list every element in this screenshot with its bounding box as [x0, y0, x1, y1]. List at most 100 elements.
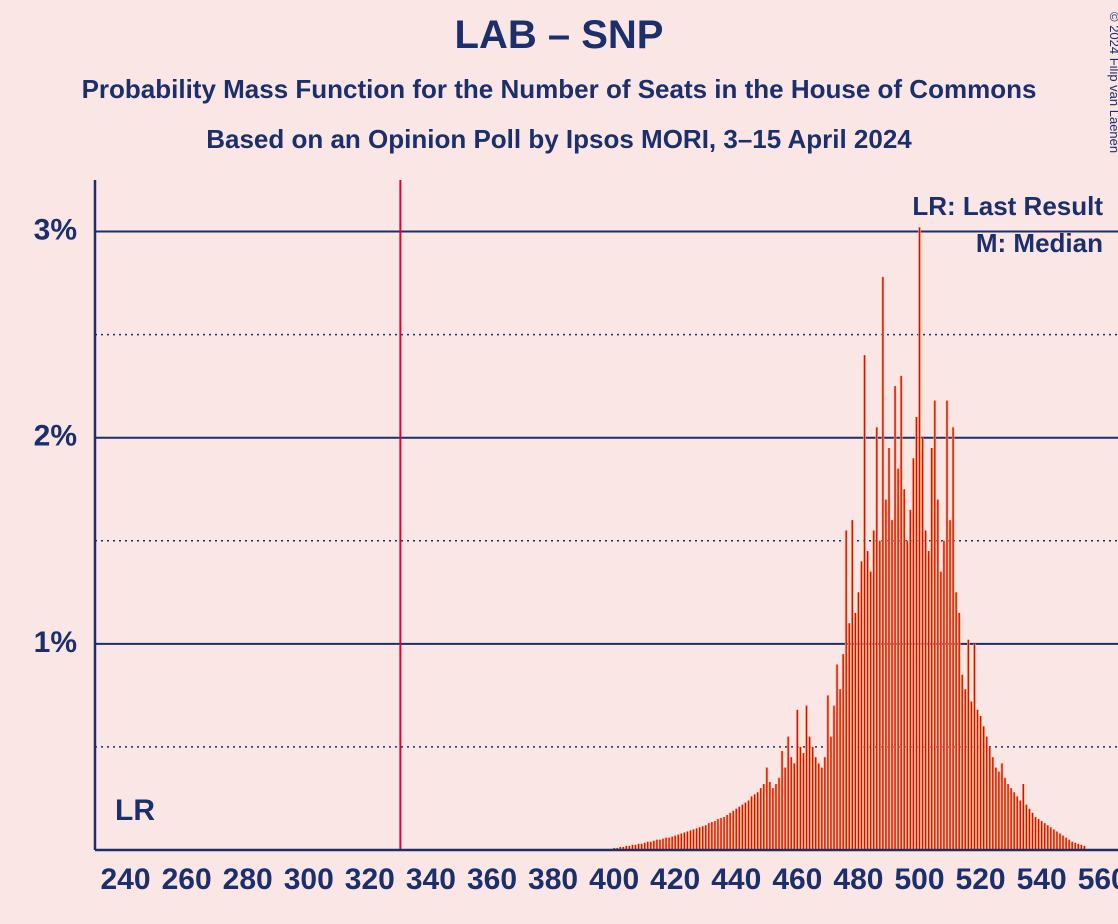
bar-inner	[726, 815, 727, 850]
bar-inner	[876, 427, 877, 850]
y-tick-label: 3%	[34, 213, 77, 246]
bar-inner	[760, 788, 761, 850]
bar-inner	[1065, 838, 1066, 850]
legend-m: M: Median	[976, 228, 1103, 258]
bar-inner	[965, 689, 966, 850]
bar-inner	[699, 827, 700, 850]
bar-inner	[959, 613, 960, 850]
x-tick-label: 520	[956, 863, 1006, 896]
bar-inner	[852, 520, 853, 850]
bar-inner	[1020, 801, 1021, 850]
bar-inner	[696, 828, 697, 850]
bar-inner	[717, 819, 718, 850]
bar-inner	[778, 778, 779, 850]
bar-inner	[907, 541, 908, 850]
bar-inner	[928, 551, 929, 850]
bar-inner	[684, 832, 685, 850]
bar-inner	[922, 438, 923, 850]
bar-inner	[672, 837, 673, 850]
bar-inner	[1053, 829, 1054, 850]
bar-inner	[1038, 819, 1039, 850]
bar-inner	[1041, 821, 1042, 850]
bar-inner	[986, 737, 987, 850]
bar-inner	[812, 747, 813, 850]
bar-inner	[653, 841, 654, 850]
x-tick-label: 480	[833, 863, 883, 896]
bar-inner	[665, 838, 666, 850]
bar-inner	[1004, 778, 1005, 850]
bar-inner	[855, 613, 856, 850]
x-tick-label: 380	[528, 863, 578, 896]
bar-inner	[968, 640, 969, 850]
bar-inner	[1050, 827, 1051, 850]
bar-inner	[995, 768, 996, 850]
bar-inner	[675, 836, 676, 850]
bar-inner	[824, 757, 825, 850]
bar-inner	[781, 751, 782, 850]
x-tick-label: 360	[467, 863, 517, 896]
bar-inner	[904, 489, 905, 850]
chart-root: LAB – SNP Probability Mass Function for t…	[0, 0, 1118, 924]
bar-inner	[870, 572, 871, 850]
bar-inner	[934, 401, 935, 850]
bar-inner	[983, 726, 984, 850]
bar-inner	[833, 706, 834, 850]
bar-inner	[873, 530, 874, 850]
bar-inner	[1017, 796, 1018, 850]
x-tick-label: 440	[711, 863, 761, 896]
bar-inner	[806, 706, 807, 850]
bar-inner	[980, 716, 981, 850]
bar-inner	[1062, 836, 1063, 850]
bar-inner	[894, 386, 895, 850]
bar-inner	[803, 753, 804, 850]
bar-inner	[723, 817, 724, 850]
bar-inner	[846, 530, 847, 850]
bar-inner	[678, 835, 679, 850]
bar-inner	[754, 794, 755, 850]
bar-inner	[769, 782, 770, 850]
bar-inner	[763, 784, 764, 850]
x-tick-label: 460	[772, 863, 822, 896]
chart-subtitle-1: Probability Mass Function for the Number…	[82, 74, 1037, 104]
bar-inner	[742, 805, 743, 850]
bar-inner	[720, 818, 721, 850]
x-tick-label: 420	[650, 863, 700, 896]
bar-inner	[974, 644, 975, 850]
bar-inner	[748, 801, 749, 850]
bar-inner	[1010, 788, 1011, 850]
bar-inner	[882, 277, 883, 850]
bar-inner	[867, 551, 868, 850]
bar-inner	[971, 702, 972, 850]
bar-inner	[830, 737, 831, 850]
bar-inner	[885, 500, 886, 850]
bar-inner	[705, 825, 706, 850]
bar-inner	[864, 355, 865, 850]
bar-inner	[998, 772, 999, 850]
bar-inner	[693, 829, 694, 850]
bar-inner	[794, 763, 795, 850]
bar-inner	[879, 541, 880, 850]
bar-inner	[766, 768, 767, 850]
bar-inner	[858, 592, 859, 850]
bar-inner	[751, 796, 752, 850]
bar-inner	[730, 813, 731, 850]
bar-inner	[711, 822, 712, 850]
bar-inner	[919, 227, 920, 850]
x-tick-label: 540	[1017, 863, 1067, 896]
bar-inner	[861, 561, 862, 850]
bar-inner	[962, 675, 963, 850]
bar-inner	[659, 840, 660, 850]
bar-inner	[989, 747, 990, 850]
bar-inner	[897, 469, 898, 850]
bar-inner	[739, 807, 740, 850]
bar-inner	[788, 737, 789, 850]
bar-inner	[1001, 763, 1002, 850]
bar-inner	[843, 654, 844, 850]
bar-inner	[956, 592, 957, 850]
bar-inner	[800, 747, 801, 850]
bar-inner	[916, 417, 917, 850]
chart-subtitle-2: Based on an Opinion Poll by Ipsos MORI, …	[206, 124, 912, 154]
chart-title: LAB – SNP	[455, 13, 664, 57]
bar-inner	[1014, 792, 1015, 850]
bar-inner	[1056, 831, 1057, 850]
